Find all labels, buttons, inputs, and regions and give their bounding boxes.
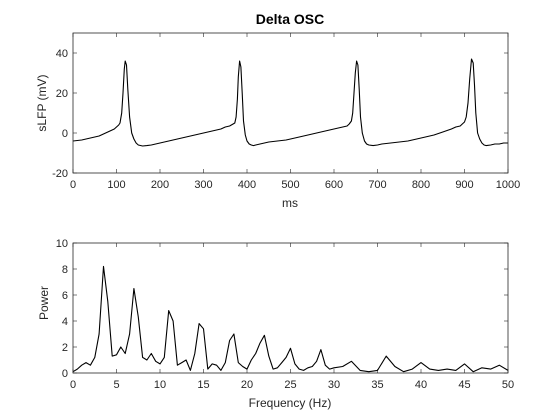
power-spectrum-x-tick-label: 45 — [458, 379, 470, 391]
power-spectrum-x-tick-label: 25 — [284, 379, 296, 391]
power-spectrum-y-tick-label: 4 — [62, 316, 68, 328]
time-series-series-line — [72, 58, 508, 147]
time-series-x-tick-label: 500 — [281, 179, 299, 191]
power-spectrum-x-tick-label: 0 — [70, 379, 76, 391]
power-spectrum-x-tick-label: 5 — [113, 379, 119, 391]
time-series-x-tick-label: 900 — [455, 179, 473, 191]
power-spectrum-series-line — [72, 265, 509, 373]
power-spectrum-panel: 0 5 10 15 20 25 30 35 40 45 50 0 2 4 6 8 10 Frequency (H… — [37, 238, 514, 410]
power-spectrum-x-tick-label: 40 — [415, 379, 427, 391]
time-series-x-tick-label: 300 — [194, 179, 212, 191]
power-spectrum-y-tick-label: 8 — [62, 264, 68, 276]
power-spectrum-x-tick-label: 30 — [328, 379, 340, 391]
time-series-y-tick-label: 0 — [62, 128, 68, 140]
power-spectrum-plot-area: 0 5 10 15 20 25 30 35 40 45 50 0 2 4 6 8 10 — [56, 238, 514, 391]
time-series-axes-box — [72, 32, 509, 174]
power-spectrum-axes-box — [72, 242, 509, 374]
time-series-y-tick-label: 40 — [56, 48, 68, 60]
power-spectrum-x-tick-label: 10 — [154, 379, 166, 391]
power-spectrum-y-tick-label: 6 — [62, 290, 68, 302]
chart-title: Delta OSC — [256, 11, 324, 27]
power-spectrum-y-tick-label: 2 — [62, 342, 68, 354]
power-spectrum-y-axis-label: Power — [37, 286, 51, 320]
time-series-panel: Delta OSC 0 100 200 300 400 500 600 700 800 900 10… — [35, 11, 520, 210]
time-series-x-tick-label: 400 — [238, 179, 256, 191]
power-spectrum-y-tick-label: 10 — [56, 238, 68, 250]
time-series-x-tick-label: 200 — [151, 179, 169, 191]
time-series-x-tick-label: 600 — [325, 179, 343, 191]
power-spectrum-x-tick-label: 35 — [371, 379, 383, 391]
power-spectrum-x-tick-label: 50 — [502, 379, 514, 391]
time-series-x-tick-label: 100 — [107, 179, 125, 191]
power-spectrum-x-axis-label: Frequency (Hz) — [249, 396, 332, 410]
power-spectrum-x-tick-label: 20 — [241, 379, 253, 391]
time-series-x-tick-label: 0 — [70, 179, 76, 191]
power-spectrum-x-tick-label: 15 — [197, 379, 209, 391]
time-series-x-tick-label: 1000 — [496, 179, 520, 191]
time-series-y-tick-label: 20 — [56, 88, 68, 100]
time-series-y-axis-label: sLFP (mV) — [35, 74, 49, 131]
power-spectrum-y-tick-label: 0 — [62, 368, 68, 380]
time-series-x-tick-label: 700 — [368, 179, 386, 191]
time-series-x-tick-label: 800 — [412, 179, 430, 191]
time-series-y-tick-label: -20 — [52, 168, 68, 180]
time-series-x-axis-label: ms — [282, 196, 298, 210]
